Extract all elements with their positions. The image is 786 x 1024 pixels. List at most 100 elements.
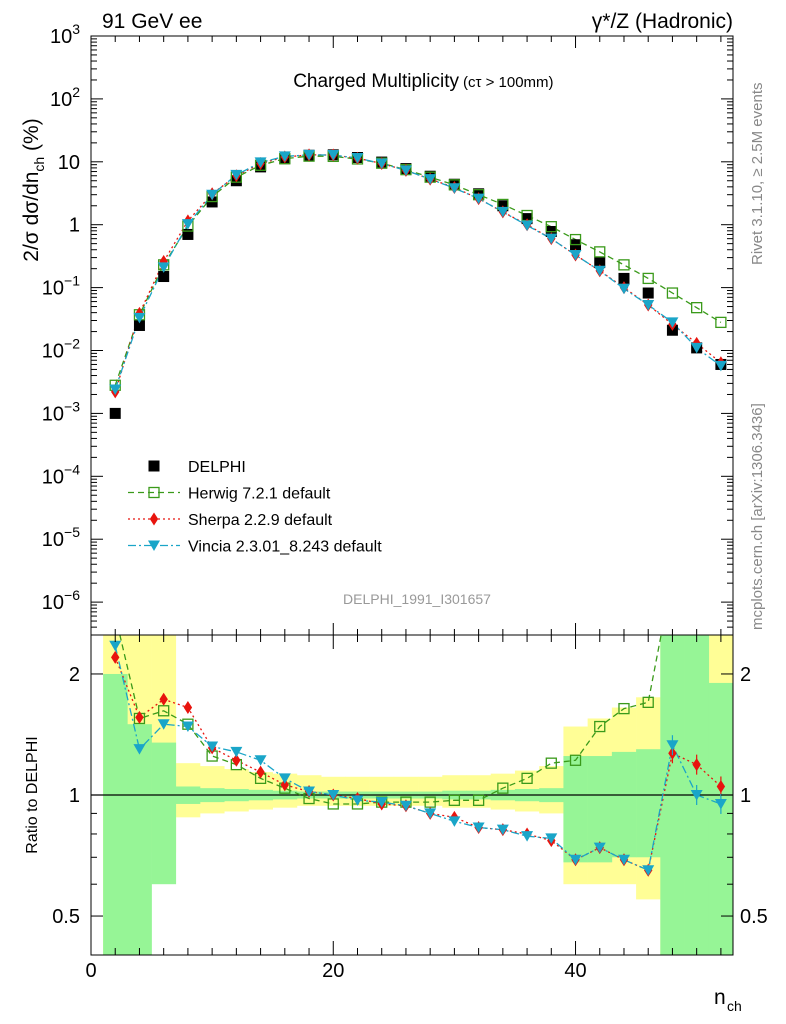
sherpa-ratio-point [716, 779, 726, 793]
vincia-main-point [642, 299, 655, 311]
vincia-ratio-point [181, 721, 194, 733]
vincia-ratio-point [690, 790, 703, 801]
delphi-main-point [158, 271, 170, 283]
tick-base: 10 [42, 278, 64, 300]
svg-text:n: n [714, 986, 726, 1009]
vincia-ratio-point [303, 786, 316, 798]
ratio-y-tick-label-right: 1 [740, 785, 751, 807]
vincia-ratio-point [569, 854, 582, 866]
vincia-main-point [230, 169, 243, 181]
vincia-main-point [424, 174, 437, 185]
sherpa-ratio-point [256, 765, 265, 779]
vincia-main-point [666, 317, 679, 328]
vincia-main-point [278, 151, 291, 162]
vincia-ratio-point [472, 822, 485, 834]
herwig-ratio-point [521, 772, 533, 785]
main-y-tick-label: 10−4 [42, 461, 80, 488]
vincia-main-point [521, 220, 534, 232]
vincia-ratio-point [545, 833, 558, 844]
tick-base: 10 [42, 592, 64, 614]
delphi-main-point [109, 407, 121, 419]
ratio-y-axis-label: Ratio to DELPHI [24, 736, 41, 853]
herwig-main-point [545, 221, 557, 233]
herwig-ratio-point [618, 702, 630, 715]
main-y-tick-label: 10−3 [42, 398, 80, 425]
vincia-ratio-point [424, 808, 437, 819]
vincia-main-point [448, 183, 461, 194]
vincia-main-point [254, 157, 267, 168]
tick-base: 10 [42, 403, 64, 425]
sherpa-ratio-point [280, 778, 290, 792]
x-tick-label: 20 [322, 960, 344, 982]
tick-exponent: 3 [72, 21, 80, 37]
tick-base: 10 [50, 26, 72, 48]
vincia-main-point [714, 360, 727, 372]
delphi-main-point [133, 319, 145, 331]
main-y-tick-label: 102 [50, 84, 80, 111]
sherpa-ratio-point [111, 650, 120, 664]
herwig-ratio-point [472, 794, 485, 806]
vincia-main-point [375, 158, 388, 169]
green-uncertainty-band [636, 749, 661, 858]
vincia-ratio-point [448, 816, 461, 827]
x-tick-label: 40 [564, 960, 586, 982]
herwig-ratio-point [497, 782, 509, 794]
vincia-ratio-point [714, 798, 727, 810]
main-y-tick-label: 10−2 [42, 336, 80, 363]
green-uncertainty-band [127, 724, 152, 955]
tick-base: 10 [42, 341, 64, 363]
vincia-ratio-point [351, 795, 364, 806]
x-tick-label: 0 [85, 960, 96, 982]
main-y-tick-label: 103 [50, 21, 80, 48]
herwig-ratio-point [569, 754, 582, 766]
vincia-ratio-point [593, 842, 606, 854]
main-plot-panel: Charged Multiplicity (cτ > 100mm) DELPHI… [42, 21, 734, 636]
energy-label: 91 GeV ee [102, 10, 202, 33]
vincia-ratio-point [375, 797, 388, 808]
sherpa-main-line [114, 154, 722, 393]
ratio-y-tick-label-left: 0.5 [52, 906, 80, 928]
vincia-ratio-point [133, 744, 146, 755]
mcplots-label: mcplots.cern.ch [arXiv:1306.3436] [749, 403, 766, 630]
sherpa-ratio-point [692, 758, 701, 772]
vincia-ratio-point [206, 741, 219, 753]
vincia-legend-label: Vincia 2.3.01_8.243 default [188, 539, 382, 556]
vincia-ratio-point [230, 746, 243, 758]
vincia-main-point [617, 283, 630, 295]
vincia-main-point [327, 150, 340, 161]
vincia-legend-marker [148, 540, 160, 551]
tick-exponent: −4 [64, 461, 80, 477]
herwig-ratio-point [448, 794, 461, 806]
sherpa-ratio-point [232, 753, 241, 767]
tick-base: 10 [42, 529, 64, 551]
tick-exponent: −1 [64, 273, 80, 289]
vincia-main-point [351, 152, 364, 164]
ratio-plot-panel: 0.5 0.51 12 20 20 40 [52, 634, 768, 982]
vincia-main-point [206, 189, 219, 201]
vincia-main-point [690, 342, 703, 354]
delphi-main-point [642, 287, 654, 299]
tick-exponent: −3 [64, 398, 80, 414]
sherpa-ratio-line [114, 657, 722, 872]
tick-base: 10 [58, 152, 80, 174]
tick-exponent: −2 [64, 336, 80, 352]
vincia-ratio-point [399, 800, 412, 812]
tick-base: 10 [42, 466, 64, 488]
tick-base: 1 [69, 215, 80, 237]
tick-exponent: 2 [72, 84, 80, 100]
herwig-legend-marker [148, 486, 160, 499]
main-y-tick-label: 10−6 [42, 587, 80, 614]
svg-text:ch: ch [727, 998, 742, 1014]
sherpa-ratio-point [159, 692, 168, 706]
herwig-main-point [618, 259, 630, 271]
vincia-main-point [593, 265, 606, 277]
herwig-ratio-point [545, 757, 557, 769]
tick-exponent: −6 [64, 587, 80, 603]
vincia-main-point [545, 233, 558, 245]
herwig-main-point [691, 302, 703, 314]
sherpa-legend-label: Sherpa 2.2.9 default [188, 512, 333, 529]
sherpa-ratio-point [183, 701, 193, 715]
ratio-y-tick-label-left: 1 [69, 785, 80, 807]
vincia-ratio-point [278, 773, 291, 784]
